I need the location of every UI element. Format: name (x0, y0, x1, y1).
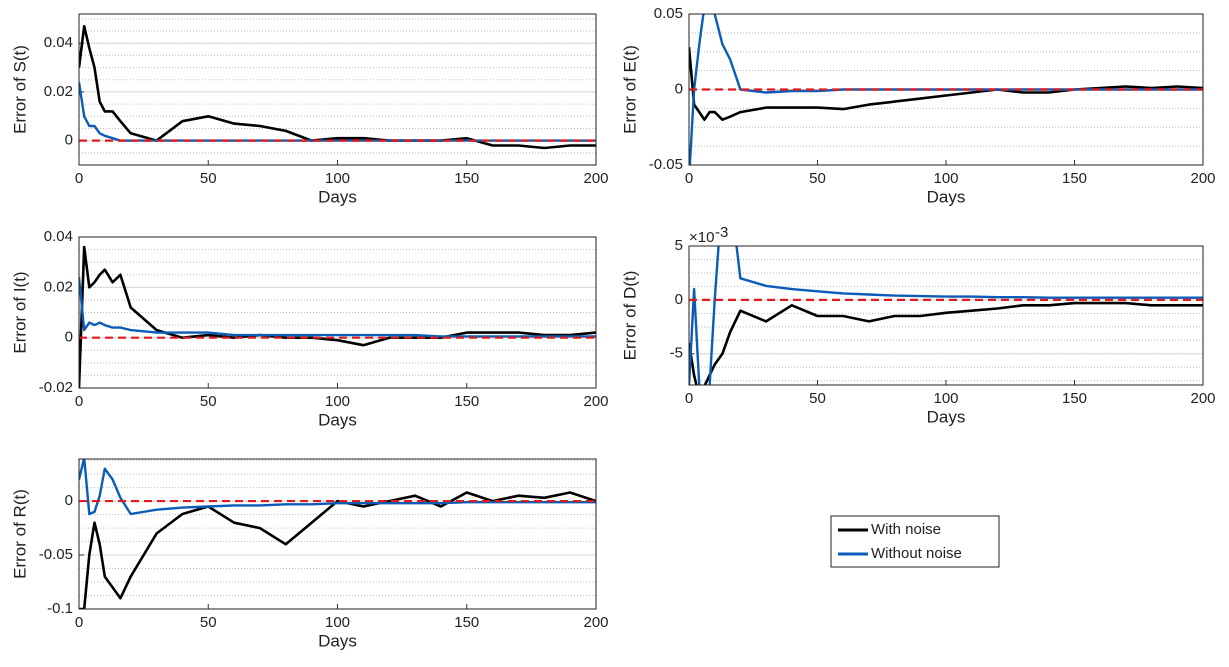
y-axis-label: Error of E(t) (620, 45, 639, 134)
series-line (79, 277, 596, 338)
y-axis-label: Error of R(t) (10, 489, 29, 579)
subplot: 0 0.02 0.04 0 50 100 150 200 Days Error of S(t) (10, 13, 609, 206)
y-tick-label: -0.05 (649, 156, 683, 173)
y-tick-label: 0 (675, 80, 683, 97)
y-tick-label: 0 (675, 291, 683, 308)
x-tick-label: 200 (583, 170, 608, 187)
series-line (79, 459, 596, 516)
plot-area (689, 246, 1203, 385)
plot-area (79, 245, 596, 388)
y-tick-label: 0.05 (654, 5, 683, 22)
x-tick-label: 100 (325, 170, 350, 187)
x-axis-label: Days (318, 631, 357, 650)
legend-box (830, 515, 1000, 568)
x-axis-label: Days (927, 407, 966, 426)
x-tick-label: 100 (325, 614, 350, 631)
plot-area (689, 14, 1203, 165)
axes-frame (78, 458, 597, 610)
axes-frame (688, 13, 1204, 166)
x-tick-label: 100 (933, 390, 958, 407)
x-tick-label: 150 (454, 614, 479, 631)
y-multiplier-exponent: -3 (715, 224, 728, 241)
x-tick-label: 150 (454, 393, 479, 410)
x-tick-label: 150 (454, 170, 479, 187)
axes-frame (78, 236, 597, 389)
legend-label: Without noise (871, 545, 962, 562)
series-line (79, 82, 596, 142)
y-tick-label: 0.04 (44, 34, 73, 51)
y-axis-label: Error of D(t) (620, 271, 639, 361)
axes-frame (688, 245, 1204, 386)
y-tick-label: -0.1 (47, 600, 73, 617)
y-axis-label: Error of S(t) (10, 45, 29, 134)
y-tick-label: 0.02 (44, 83, 73, 100)
y-axis-label: Error of I(t) (10, 271, 29, 353)
y-tick-label: 0 (65, 329, 73, 346)
x-axis-label: Days (927, 187, 966, 206)
x-tick-label: 200 (1190, 170, 1215, 187)
series-line (689, 246, 1203, 385)
x-tick-label: 50 (200, 170, 217, 187)
x-tick-label: 200 (1190, 390, 1215, 407)
x-tick-label: 0 (75, 614, 83, 631)
x-tick-label: 0 (75, 170, 83, 187)
x-tick-label: 150 (1062, 170, 1087, 187)
legend-label: With noise (871, 521, 941, 538)
x-axis-label: Days (318, 410, 357, 429)
y-tick-label: 0 (65, 132, 73, 149)
axes-frame (78, 13, 597, 166)
plot-area (79, 24, 596, 150)
y-multiplier: ×10 (689, 229, 714, 246)
series-line (689, 14, 1203, 165)
series-line (689, 47, 1203, 121)
y-tick-label: -5 (670, 345, 683, 362)
x-tick-label: 50 (200, 393, 217, 410)
x-tick-label: 0 (75, 393, 83, 410)
series-line (79, 245, 596, 388)
x-axis-label: Days (318, 187, 357, 206)
x-tick-label: 100 (933, 170, 958, 187)
plot-area (79, 459, 596, 609)
y-tick-label: -0.05 (39, 546, 73, 563)
x-tick-label: 200 (583, 614, 608, 631)
series-line (79, 24, 596, 150)
x-tick-label: 100 (325, 393, 350, 410)
y-tick-label: -0.02 (39, 379, 73, 396)
x-tick-label: 50 (809, 390, 826, 407)
x-tick-label: 50 (809, 170, 826, 187)
subplot: -0.1 -0.05 0 0 50 100 150 200 Days Error of R(t) (10, 458, 609, 650)
y-tick-label: 0 (65, 492, 73, 509)
x-tick-label: 0 (685, 170, 693, 187)
x-tick-label: 200 (583, 393, 608, 410)
y-tick-label: 5 (675, 237, 683, 254)
x-tick-label: 0 (685, 390, 693, 407)
x-tick-label: 50 (200, 614, 217, 631)
y-tick-label: 0.02 (44, 278, 73, 295)
series-line (79, 491, 596, 609)
x-tick-label: 150 (1062, 390, 1087, 407)
y-tick-label: 0.04 (44, 228, 73, 245)
legend: With noise Without noise (830, 515, 1000, 568)
